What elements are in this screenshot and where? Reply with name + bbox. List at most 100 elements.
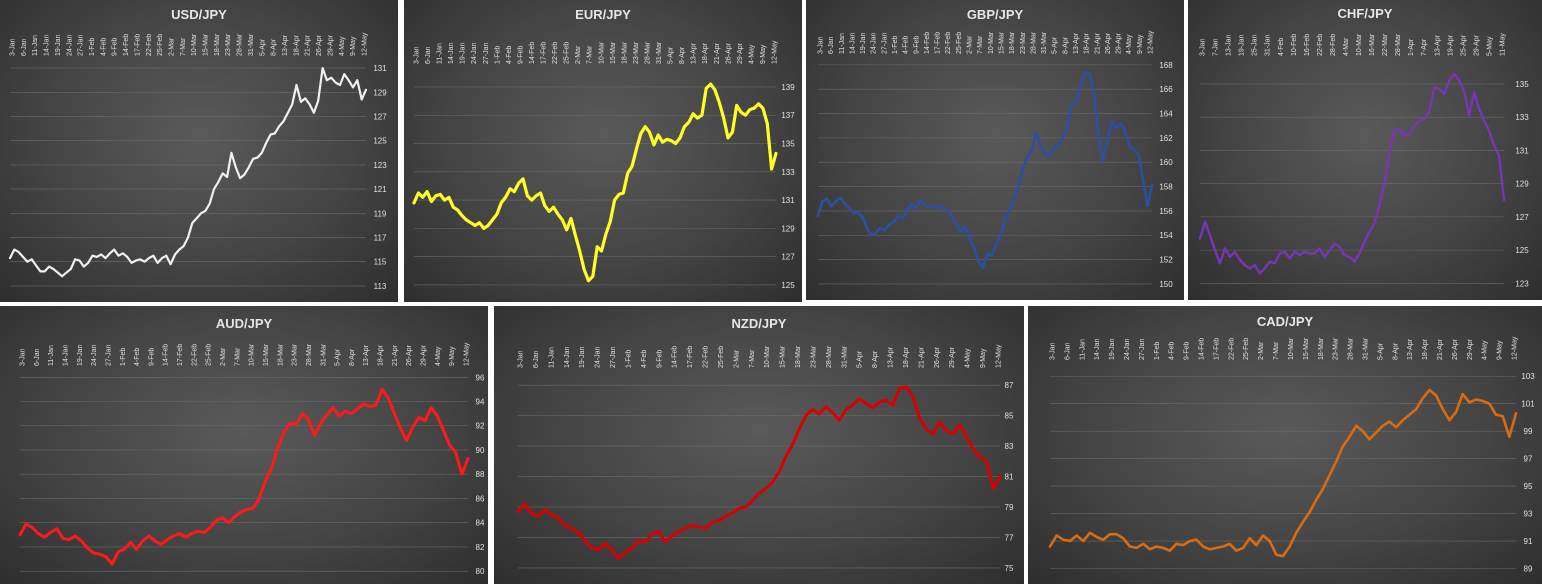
- usdjpy-x-tick-label: 4-Feb: [100, 38, 107, 56]
- gbpjpy-x-tick-label: 13-Apr: [1073, 32, 1080, 54]
- nzdjpy-x-tick-label: 21-Apr: [918, 346, 925, 368]
- audjpy-y-tick-label: 94: [476, 398, 485, 407]
- usdjpy-x-tick-label: 2-Mar: [168, 37, 175, 56]
- usdjpy-x-tick-label: 13-Apr: [282, 34, 289, 56]
- audjpy-x-tick-label: 10-Mar: [249, 343, 256, 366]
- usdjpy-x-tick-label: 26-Apr: [316, 34, 323, 56]
- gbpjpy-y-tick-label: 156: [1159, 207, 1173, 216]
- chfjpy-y-tick-label: 129: [1515, 180, 1529, 189]
- audjpy-y-tick-label: 96: [476, 373, 485, 382]
- audjpy-x-tick-label: 28-Mar: [306, 343, 313, 366]
- nzdjpy-x-tick-label: 27-Jan: [610, 346, 617, 368]
- cadjpy-x-tick-label: 31-Mar: [1362, 337, 1369, 360]
- usdjpy-x-tick-label: 28-Mar: [237, 33, 244, 56]
- gbpjpy-x-tick-label: 9-May: [1137, 34, 1144, 54]
- chfjpy-x-tick-label: 19-Apr: [1447, 34, 1454, 56]
- gbpjpy-title: GBP/JPY: [967, 7, 1024, 22]
- gbpjpy-x-tick-label: 17-Feb: [935, 32, 942, 54]
- chfjpy-x-tick-label: 7-Apr: [1421, 38, 1428, 56]
- eurjpy-x-tick-label: 26-Apr: [725, 42, 732, 64]
- usdjpy-x-tick-label: 23-Mar: [225, 33, 232, 56]
- chfjpy-x-tick-label: 29-Apr: [1473, 34, 1480, 56]
- cadjpy-x-tick-label: 5-Apr: [1377, 342, 1384, 360]
- cadjpy-x-tick-label: 25-Feb: [1243, 338, 1250, 360]
- eurjpy-x-tick-label: 11-Jan: [437, 43, 444, 64]
- eurjpy-title: EUR/JPY: [575, 7, 631, 22]
- usdjpy-x-tick-label: 14-Jan: [44, 34, 51, 56]
- usdjpy-x-tick-label: 14-Feb: [123, 34, 130, 56]
- usdjpy-x-tick-label: 5-Apr: [259, 38, 266, 56]
- audjpy-y-tick-label: 92: [476, 422, 485, 431]
- usdjpy-series-line: [8, 66, 368, 278]
- cadjpy-x-tick-label: 12-May: [1512, 336, 1519, 360]
- eurjpy-x-tick-label: 4-Feb: [506, 46, 513, 64]
- audjpy-x-tick-label: 7-Mar: [234, 347, 241, 366]
- cadjpy-series-line: [1048, 388, 1518, 558]
- eurjpy-x-tick-label: 27-Jan: [483, 42, 490, 64]
- nzdjpy-y-tick-label: 85: [1005, 412, 1014, 421]
- chart-panel-eurjpy: EUR/JPY 125 127 129 131 133 135 137 139 3-Jan 6-Ja…: [404, 0, 802, 302]
- usdjpy-x-tick-label: 7-Mar: [180, 37, 187, 56]
- eurjpy-x-tick-label: 23-Mar: [633, 41, 640, 64]
- eurjpy-x-tick-label: 6-Jan: [425, 46, 432, 64]
- gbpjpy-x-tick-label: 24-Jan: [871, 32, 878, 54]
- eurjpy-chart: EUR/JPY 125 127 129 131 133 135 137 139 3-Jan 6-Ja…: [412, 7, 795, 290]
- audjpy-x-tick-label: 15-Mar: [263, 343, 270, 366]
- nzdjpy-x-tick-label: 9-May: [980, 348, 987, 368]
- chfjpy-x-tick-label: 16-Feb: [1304, 34, 1311, 56]
- gbpjpy-x-tick-label: 5-Apr: [1052, 36, 1059, 54]
- nzdjpy-x-tick-label: 14-Feb: [672, 346, 679, 368]
- cadjpy-x-tick-label: 24-Jan: [1124, 338, 1131, 360]
- gbpjpy-x-tick-label: 25-Feb: [956, 32, 963, 54]
- nzdjpy-y-tick-label: 87: [1005, 381, 1014, 390]
- chfjpy-chart: CHF/JPY 123 125 127 129 131 133 135 3-Jan 7-Jan 13…: [1198, 6, 1529, 288]
- gbpjpy-x-tick-label: 19-Jan: [860, 32, 867, 54]
- gbpjpy-x-tick-label: 2-Mar: [967, 35, 974, 54]
- nzdjpy-x-tick-label: 15-Mar: [780, 345, 787, 368]
- usdjpy-y-tick-label: 115: [374, 258, 387, 267]
- cadjpy-x-tick-label: 17-Feb: [1213, 338, 1220, 360]
- nzdjpy-x-tick-label: 1-Feb: [625, 350, 632, 368]
- usdjpy-x-tick-label: 12-May: [362, 32, 369, 56]
- nzdjpy-x-tick-label: 24-Jan: [595, 346, 602, 368]
- usdjpy-y-tick-label: 113: [374, 282, 387, 291]
- eurjpy-x-tick-label: 14-Jan: [448, 42, 455, 64]
- usdjpy-x-tick-label: 21-Apr: [305, 34, 312, 56]
- gbpjpy-y-tick-label: 150: [1159, 280, 1173, 289]
- gbpjpy-x-tick-label: 12-May: [1148, 30, 1155, 54]
- nzdjpy-x-tick-label: 18-Mar: [795, 345, 802, 368]
- gbpjpy-x-tick-label: 29-Apr: [1116, 32, 1123, 54]
- chfjpy-x-tick-label: 11-May: [1500, 33, 1507, 56]
- nzdjpy-x-tick-label: 28-Mar: [826, 345, 833, 368]
- chfjpy-y-tick-label: 125: [1515, 246, 1529, 255]
- eurjpy-x-tick-label: 12-May: [772, 40, 779, 64]
- chfjpy-y-tick-label: 131: [1515, 146, 1529, 155]
- cadjpy-x-tick-label: 28-Mar: [1348, 337, 1355, 360]
- gbpjpy-y-tick-label: 166: [1159, 85, 1173, 94]
- nzdjpy-x-tick-label: 25-Feb: [718, 346, 725, 368]
- nzdjpy-x-tick-label: 7-Mar: [749, 349, 756, 368]
- eurjpy-x-tick-label: 9-Feb: [517, 46, 524, 64]
- chfjpy-x-tick-label: 10-Feb: [1291, 34, 1298, 56]
- chfjpy-x-tick-label: 28-Feb: [1330, 34, 1337, 56]
- cadjpy-x-tick-label: 13-Apr: [1407, 338, 1414, 360]
- cadjpy-chart: CAD/JPY 89 91 93 95 97 99 101 103 3-Jan 6-Jan 11-Ja…: [1048, 314, 1535, 574]
- nzdjpy-x-tick-label: 19-Jan: [579, 346, 586, 368]
- usdjpy-y-tick-label: 127: [373, 112, 387, 121]
- audjpy-y-tick-label: 84: [476, 519, 485, 528]
- chfjpy-x-tick-label: 25-Apr: [1460, 34, 1467, 56]
- audjpy-x-tick-label: 14-Feb: [163, 344, 170, 366]
- nzdjpy-x-tick-label: 6-Jan: [533, 350, 540, 368]
- chfjpy-x-tick-label: 1-Apr: [1408, 38, 1415, 56]
- gbpjpy-x-tick-label: 4-Feb: [903, 36, 910, 54]
- eurjpy-x-tick-label: 2-Mar: [575, 45, 582, 64]
- chfjpy-x-tick-label: 13-Jan: [1226, 34, 1233, 56]
- cadjpy-x-tick-label: 2-Mar: [1258, 341, 1265, 360]
- gbpjpy-x-tick-label: 14-Jan: [849, 32, 856, 54]
- eurjpy-x-tick-label: 9-May: [760, 44, 767, 64]
- audjpy-x-tick-label: 9-Feb: [148, 348, 155, 366]
- eurjpy-x-tick-label: 4-May: [748, 44, 755, 64]
- chfjpy-x-tick-label: 22-Feb: [1317, 34, 1324, 56]
- gbpjpy-x-tick-label: 26-Apr: [1105, 32, 1112, 54]
- cadjpy-x-tick-label: 22-Feb: [1228, 338, 1235, 360]
